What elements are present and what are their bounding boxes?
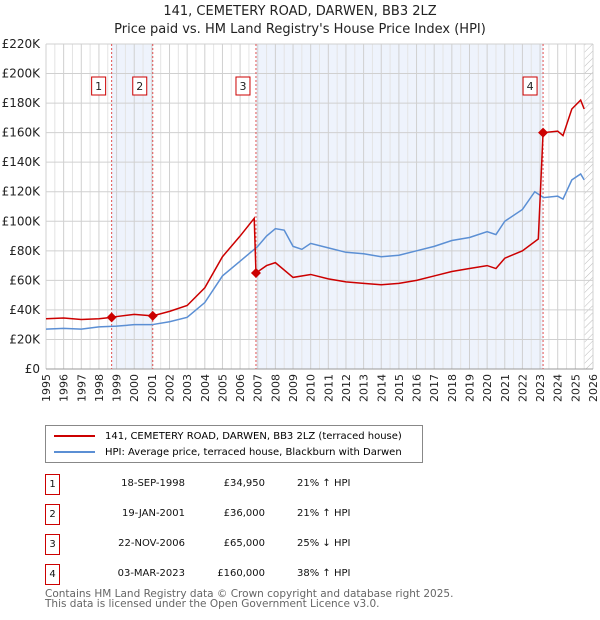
sale-price: £65,000 xyxy=(223,538,265,549)
x-tick-label: 2023 xyxy=(534,374,547,402)
x-tick-label: 2019 xyxy=(463,374,476,402)
x-tick-label: 2024 xyxy=(552,374,565,402)
x-tick-label: 2004 xyxy=(199,374,212,402)
x-tick-label: 2026 xyxy=(587,374,600,402)
x-tick-label: 2018 xyxy=(446,374,459,402)
sale-hpi-change: 21% ↑ HPI xyxy=(297,478,351,489)
legend: 141, CEMETERY ROAD, DARWEN, BB3 2LZ (ter… xyxy=(45,425,423,463)
y-tick-label: £140K xyxy=(2,155,42,169)
x-tick-label: 2003 xyxy=(181,374,194,402)
x-tick-label: 2012 xyxy=(340,374,353,402)
red-line-swatch xyxy=(54,435,95,437)
y-tick-label: £200K xyxy=(2,67,42,81)
chart-title: 141, CEMETERY ROAD, DARWEN, BB3 2LZ xyxy=(163,4,437,19)
price-chart: 1995 1996 1997 1998 1999 2000 2001 2002 2003 2004… xyxy=(2,37,600,402)
y-tick-label: £220K xyxy=(2,37,42,51)
sale-date: 19-JAN-2001 xyxy=(121,508,185,519)
y-tick-label: £180K xyxy=(2,96,42,110)
sale-number: 1 xyxy=(45,474,60,495)
footer-line: Contains HM Land Registry data © Crown c… xyxy=(45,588,454,600)
sale-label-box xyxy=(235,76,251,96)
sale-row: 4 03-MAR-2023 £160,000 38% ↑ HPI xyxy=(45,564,445,585)
x-tick-label: 2016 xyxy=(411,374,424,402)
sale-date: 18-SEP-1998 xyxy=(121,478,185,489)
x-tick-label: 2020 xyxy=(481,374,494,402)
sale-number: 4 xyxy=(45,564,60,585)
sale-label: 1 xyxy=(95,80,102,93)
x-tick-label: 2017 xyxy=(428,374,441,402)
x-tick-label: 2013 xyxy=(358,374,371,402)
x-tick-label: 2008 xyxy=(269,374,282,402)
legend-item-property: 141, CEMETERY ROAD, DARWEN, BB3 2LZ (ter… xyxy=(54,429,402,443)
sale-label: 2 xyxy=(136,80,143,93)
footer: Contains HM Land Registry data © Crown c… xyxy=(45,588,454,610)
x-tick-label: 2001 xyxy=(146,374,159,402)
sale-label-box xyxy=(91,76,107,96)
x-tick-label: 2002 xyxy=(164,374,177,402)
series-line xyxy=(45,172,585,330)
footer-line: This data is licensed under the Open Gov… xyxy=(45,598,380,610)
x-tick-label: 1997 xyxy=(75,374,88,402)
sale-number: 3 xyxy=(45,534,60,555)
x-tick-label: 2015 xyxy=(393,374,406,402)
x-tick-label: 2009 xyxy=(287,374,300,402)
y-tick-label: £100K xyxy=(2,214,42,228)
sale-label: 4 xyxy=(527,80,534,93)
y-tick-label: £20K xyxy=(9,332,41,346)
shaded-period xyxy=(255,44,544,369)
y-tick-label: £60K xyxy=(9,273,41,287)
x-tick-label: 1996 xyxy=(58,374,71,402)
sale-label: 3 xyxy=(239,80,246,93)
forecast-hatch xyxy=(584,44,593,369)
y-tick-label: £0 xyxy=(25,362,40,376)
y-tick-label: £160K xyxy=(2,126,42,140)
y-tick-label: £80K xyxy=(9,244,41,258)
x-tick-label: 2021 xyxy=(499,374,512,402)
x-tick-label: 1995 xyxy=(40,374,53,402)
sale-point[interactable] xyxy=(250,267,261,278)
sale-price: £36,000 xyxy=(223,508,265,519)
y-tick-label: £40K xyxy=(9,303,41,317)
sale-row: 3 22-NOV-2006 £65,000 25% ↓ HPI xyxy=(45,534,445,555)
sale-row: 1 18-SEP-1998 £34,950 21% ↑ HPI xyxy=(45,474,445,495)
sale-hpi-change: 38% ↑ HPI xyxy=(297,568,351,579)
chart-subtitle: Price paid vs. HM Land Registry's House … xyxy=(114,22,486,37)
x-tick-label: 1999 xyxy=(111,374,124,402)
sale-label-box xyxy=(522,76,538,96)
sale-point[interactable] xyxy=(538,127,549,138)
x-tick-label: 1998 xyxy=(93,374,106,402)
legend-label: 141, CEMETERY ROAD, DARWEN, BB3 2LZ (ter… xyxy=(105,430,402,442)
sale-date: 03-MAR-2023 xyxy=(117,568,185,579)
x-tick-label: 2014 xyxy=(375,374,388,402)
legend-label: HPI: Average price, terraced house, Blac… xyxy=(105,446,402,458)
blue-line-swatch xyxy=(54,451,95,453)
sale-price: £160,000 xyxy=(217,568,265,579)
sale-date: 22-NOV-2006 xyxy=(118,538,185,549)
x-tick-label: 2000 xyxy=(128,374,141,402)
legend-item-hpi: HPI: Average price, terraced house, Blac… xyxy=(54,445,402,459)
series-line xyxy=(45,98,585,321)
x-tick-label: 2007 xyxy=(252,374,265,402)
x-tick-label: 2011 xyxy=(322,374,335,402)
x-tick-label: 2022 xyxy=(516,374,529,402)
x-tick-label: 2005 xyxy=(216,374,229,402)
sale-number: 2 xyxy=(45,504,60,525)
x-tick-label: 2010 xyxy=(305,374,318,402)
x-tick-label: 2025 xyxy=(569,374,582,402)
sale-hpi-change: 25% ↓ HPI xyxy=(297,538,351,549)
sale-label-box xyxy=(132,76,148,96)
sale-point[interactable] xyxy=(106,312,117,323)
x-tick-label: 2006 xyxy=(234,374,247,402)
y-tick-label: £120K xyxy=(2,185,42,199)
sale-point[interactable] xyxy=(147,310,158,321)
sale-hpi-change: 21% ↑ HPI xyxy=(297,508,351,519)
sale-row: 2 19-JAN-2001 £36,000 21% ↑ HPI xyxy=(45,504,445,525)
sale-price: £34,950 xyxy=(223,478,265,489)
